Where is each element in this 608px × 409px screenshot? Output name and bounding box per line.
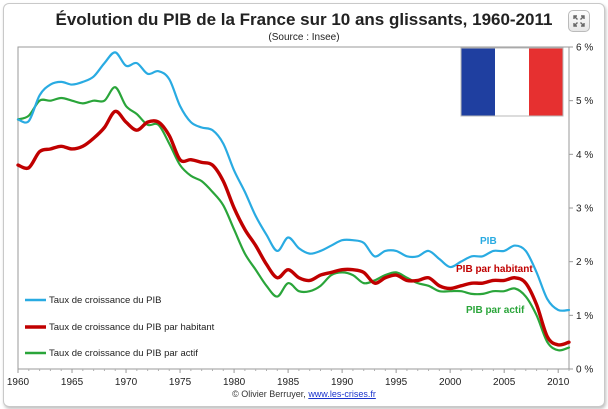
credit-link[interactable]: www.les-crises.fr: [308, 389, 376, 399]
flag-red-band: [529, 48, 563, 116]
chart-title: Évolution du PIB de la France sur 10 ans…: [55, 10, 553, 29]
x-tick-label: 2005: [493, 377, 516, 388]
y-tick-label: 0 %: [576, 365, 593, 376]
x-tick-label: 1975: [169, 377, 192, 388]
x-tick-label: 1970: [115, 377, 138, 388]
legend-item-pib-habitant: Taux de croissance du PIB par habitant: [25, 322, 215, 333]
legend: Taux de croissance du PIB Taux de croiss…: [25, 295, 215, 359]
flag-border: [460, 47, 564, 117]
legend-label-pib-habitant: Taux de croissance du PIB par habitant: [49, 322, 215, 333]
x-tick-label: 2000: [439, 377, 462, 388]
x-tick-label: 1965: [61, 377, 84, 388]
expand-button[interactable]: [568, 10, 590, 32]
legend-item-pib-actif: Taux de croissance du PIB par actif: [25, 348, 198, 359]
x-tick-label: 1960: [7, 377, 30, 388]
x-tick-label: 1985: [277, 377, 300, 388]
x-tick-label: 1980: [223, 377, 246, 388]
credit-prefix: © Olivier Berruyer,: [232, 389, 309, 399]
x-tick-label: 2010: [547, 377, 570, 388]
y-tick-label: 3 %: [576, 204, 593, 215]
credit-line: © Olivier Berruyer, www.les-crises.fr: [0, 389, 608, 399]
x-tick-label: 1995: [385, 377, 408, 388]
series-line-pib-actif: [16, 86, 571, 352]
axes: 1960 1965 1970 1975 1980 1985 1990 1995 2000 2005…: [7, 43, 593, 389]
series-label-pib-actif: PIB par actif: [466, 305, 525, 316]
series-lines: [16, 51, 571, 352]
legend-item-pib: Taux de croissance du PIB: [25, 295, 161, 306]
series-line-pib-habitant: [16, 109, 571, 347]
expand-icon: [573, 15, 585, 27]
y-tick-label: 6 %: [576, 43, 593, 54]
y-tick-label: 5 %: [576, 96, 593, 107]
y-tick-label: 4 %: [576, 150, 593, 161]
legend-label-pib-actif: Taux de croissance du PIB par actif: [49, 348, 198, 359]
chart-subtitle: (Source : Insee): [268, 32, 340, 43]
series-label-pib: PIB: [480, 236, 497, 247]
legend-label-pib: Taux de croissance du PIB: [49, 295, 161, 306]
y-tick-label: 2 %: [576, 257, 593, 268]
series-label-pib-habitant: PIB par habitant: [456, 264, 533, 275]
x-tick-label: 1990: [331, 377, 354, 388]
flag-white-band: [495, 48, 529, 116]
series-line-pib: [16, 51, 571, 312]
flag-blue-band: [461, 48, 495, 116]
french-flag: [460, 47, 564, 117]
y-tick-label: 1 %: [576, 311, 593, 322]
